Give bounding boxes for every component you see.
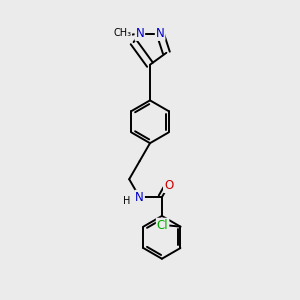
Text: CH₃: CH₃: [113, 28, 131, 38]
Text: N: N: [156, 27, 164, 40]
Text: N: N: [135, 191, 144, 204]
Text: Cl: Cl: [157, 219, 168, 232]
Text: O: O: [164, 179, 173, 192]
Text: N: N: [136, 27, 144, 40]
Text: H: H: [123, 196, 131, 206]
